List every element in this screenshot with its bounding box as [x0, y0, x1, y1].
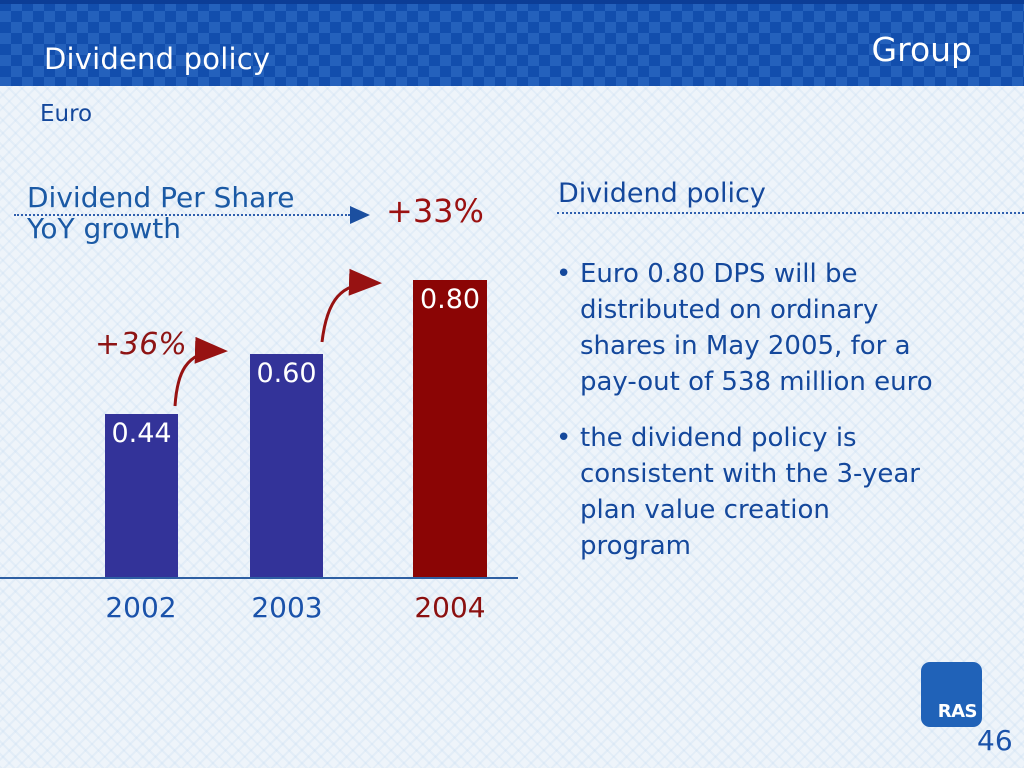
brand-label: Group	[871, 30, 972, 69]
bar-2004: 0.80	[413, 280, 487, 578]
x-axis-line	[0, 577, 518, 579]
list-item: • Euro 0.80 DPS will be distributed on o…	[556, 256, 1024, 400]
panel-dotted-rule	[557, 212, 1024, 214]
bar-value-2003: 0.60	[256, 358, 317, 389]
chart-title: Dividend Per Share YoY growth	[27, 181, 295, 245]
bullet-list: • Euro 0.80 DPS will be distributed on o…	[556, 256, 1024, 584]
bullet-text: the dividend policy is consistent with t…	[580, 423, 920, 561]
growth-label-2003: +36%	[95, 327, 187, 362]
dotted-arrow-line	[14, 214, 350, 216]
curved-growth-arrows-icon	[173, 268, 382, 407]
x-tick-2002: 2002	[105, 591, 177, 624]
slide-header-bar: Dividend policy Group	[0, 0, 1024, 86]
bar-value-2004: 0.80	[419, 284, 481, 315]
ras-logo: RAS	[921, 662, 982, 727]
growth-label-2004: +33%	[386, 192, 484, 230]
panel-heading: Dividend policy	[558, 178, 766, 209]
bar-2003: 0.60	[250, 354, 323, 578]
bullet-icon: •	[556, 423, 572, 453]
x-tick-2004: 2004	[414, 591, 486, 624]
bar-value-2002: 0.44	[111, 418, 172, 449]
slide-title: Dividend policy	[44, 42, 271, 76]
x-tick-2003: 2003	[251, 591, 323, 624]
bar-2002: 0.44	[105, 414, 178, 578]
bullet-text: Euro 0.80 DPS will be distributed on ord…	[580, 259, 933, 397]
ras-logo-text: RAS	[937, 701, 978, 722]
page-number: 46	[977, 724, 1013, 757]
bullet-icon: •	[556, 259, 572, 289]
list-item: • the dividend policy is consistent with…	[556, 420, 1024, 564]
currency-unit-label: Euro	[40, 101, 93, 127]
right-arrow-icon	[350, 206, 370, 224]
